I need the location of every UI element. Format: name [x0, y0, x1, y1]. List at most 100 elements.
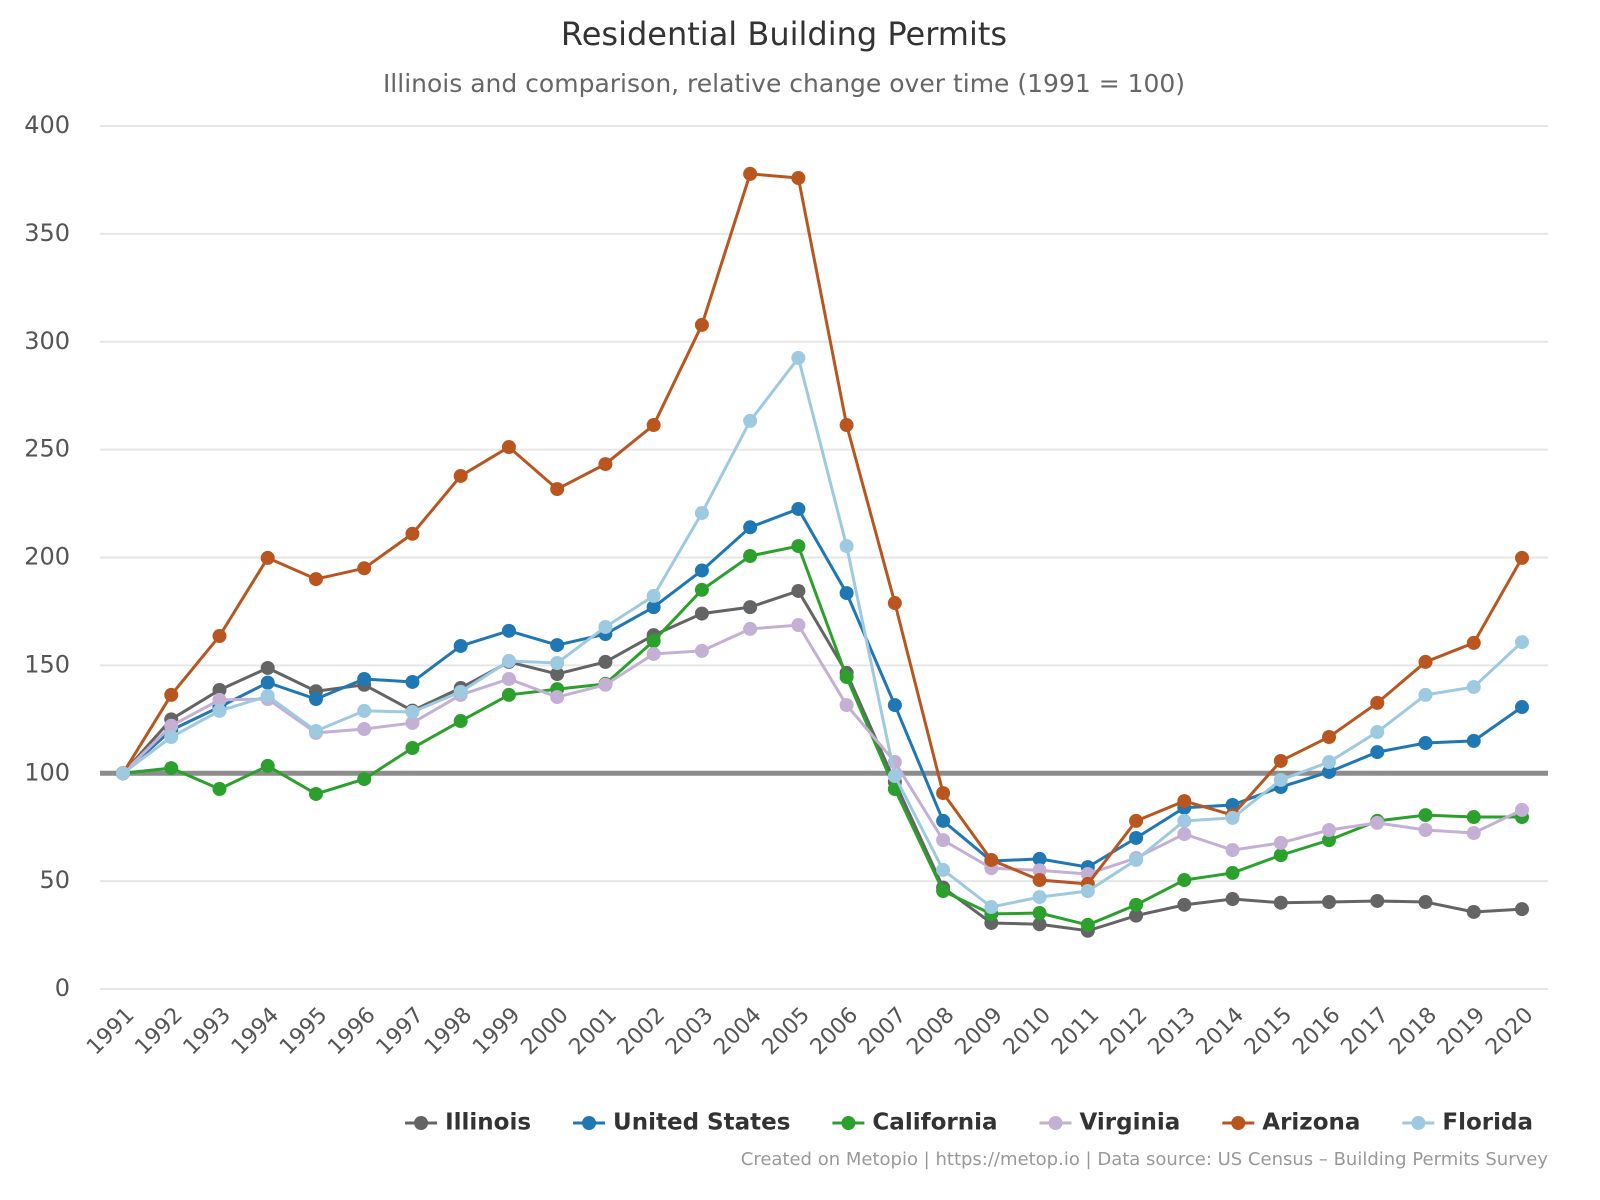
chart-title: Residential Building Permits — [561, 15, 1007, 53]
data-point — [1273, 753, 1288, 768]
data-point — [743, 520, 758, 535]
x-tick-label: 2001 — [565, 1003, 622, 1060]
data-point — [887, 698, 902, 713]
x-tick-label: 2002 — [613, 1003, 670, 1060]
data-point — [1225, 843, 1240, 858]
data-point — [260, 660, 275, 675]
data-point — [743, 166, 758, 181]
y-tick-label: 300 — [24, 327, 70, 355]
data-point — [646, 633, 661, 648]
data-point — [646, 600, 661, 615]
legend-label: Illinois — [445, 1110, 531, 1136]
data-point — [743, 548, 758, 563]
series-line — [121, 507, 1523, 869]
data-point — [1129, 852, 1144, 867]
data-point — [405, 526, 420, 541]
legend-label: California — [872, 1110, 997, 1136]
data-point — [791, 501, 806, 516]
data-point — [212, 781, 227, 796]
data-point — [791, 539, 806, 554]
legend-symbol — [841, 1116, 856, 1130]
data-point — [212, 692, 227, 707]
data-point — [839, 586, 854, 601]
data-point — [1370, 725, 1385, 740]
data-point — [694, 643, 709, 658]
x-tick-label: 1992 — [130, 1003, 187, 1060]
series-line — [122, 544, 1522, 927]
data-point — [598, 619, 613, 634]
data-point — [1466, 810, 1481, 825]
data-point — [1370, 695, 1385, 710]
y-tick-label: 200 — [24, 543, 70, 571]
data-point — [936, 833, 951, 848]
data-point — [1370, 893, 1385, 908]
x-tick-label: 2016 — [1288, 1003, 1345, 1060]
data-point — [1322, 895, 1337, 910]
x-tick-label: 2015 — [1240, 1003, 1297, 1060]
x-tick-label: 2012 — [1095, 1003, 1152, 1060]
data-point — [164, 718, 179, 733]
x-tick-label: 1999 — [468, 1003, 525, 1060]
x-tick-label: 2013 — [1144, 1003, 1201, 1060]
data-point — [1418, 736, 1433, 751]
x-tick-label: 2019 — [1433, 1003, 1490, 1060]
data-point — [1322, 730, 1337, 745]
data-point — [453, 714, 468, 729]
y-tick-label: 100 — [24, 758, 70, 786]
x-tick-label: 2005 — [758, 1003, 815, 1060]
data-point — [1322, 755, 1337, 770]
data-point — [501, 654, 516, 669]
data-point — [453, 684, 468, 699]
data-point — [598, 677, 613, 692]
data-point — [260, 550, 275, 565]
data-point — [1273, 835, 1288, 850]
data-point — [791, 618, 806, 633]
y-tick-label: 400 — [24, 111, 70, 139]
data-point — [357, 722, 372, 737]
x-tick-label: 2006 — [806, 1003, 863, 1060]
data-point — [1129, 908, 1144, 923]
data-point — [743, 600, 758, 615]
data-point — [1515, 700, 1529, 715]
data-point — [743, 621, 758, 636]
x-tick-label: 2009 — [951, 1003, 1008, 1060]
data-point — [1273, 895, 1288, 910]
data-point — [405, 715, 420, 730]
data-point — [1177, 794, 1192, 809]
data-point — [550, 638, 565, 653]
data-point — [1515, 635, 1529, 650]
data-point — [1466, 904, 1481, 919]
data-point — [1466, 733, 1481, 748]
series-line — [121, 172, 1524, 886]
data-point — [1177, 827, 1192, 842]
data-point — [839, 539, 854, 554]
credits: Created on Metopio | https://metop.io | … — [741, 1149, 1549, 1170]
data-point — [1032, 890, 1047, 905]
data-point — [1466, 679, 1481, 694]
data-point — [1273, 772, 1288, 787]
data-point — [1225, 865, 1240, 880]
x-tick-label: 2010 — [999, 1003, 1056, 1060]
data-point — [1466, 635, 1481, 650]
data-point — [1080, 884, 1095, 899]
x-tick-label: 1997 — [372, 1003, 429, 1060]
y-tick-label: 0 — [55, 974, 70, 1002]
data-point — [984, 900, 999, 915]
legend-label: Arizona — [1262, 1110, 1360, 1136]
data-point — [308, 692, 323, 707]
data-point — [694, 506, 709, 521]
data-point — [1080, 917, 1095, 932]
data-point — [212, 703, 227, 718]
data-point — [791, 350, 806, 365]
data-point — [405, 674, 420, 689]
data-point — [501, 440, 516, 455]
data-point — [1418, 808, 1433, 823]
data-point — [791, 170, 806, 185]
data-point — [646, 646, 661, 661]
data-point — [1225, 797, 1240, 812]
data-point — [1032, 863, 1047, 878]
x-tick-label: 2017 — [1336, 1003, 1393, 1060]
y-tick-label: 250 — [24, 435, 70, 463]
data-point — [694, 582, 709, 597]
y-tick-label: 50 — [39, 866, 70, 894]
